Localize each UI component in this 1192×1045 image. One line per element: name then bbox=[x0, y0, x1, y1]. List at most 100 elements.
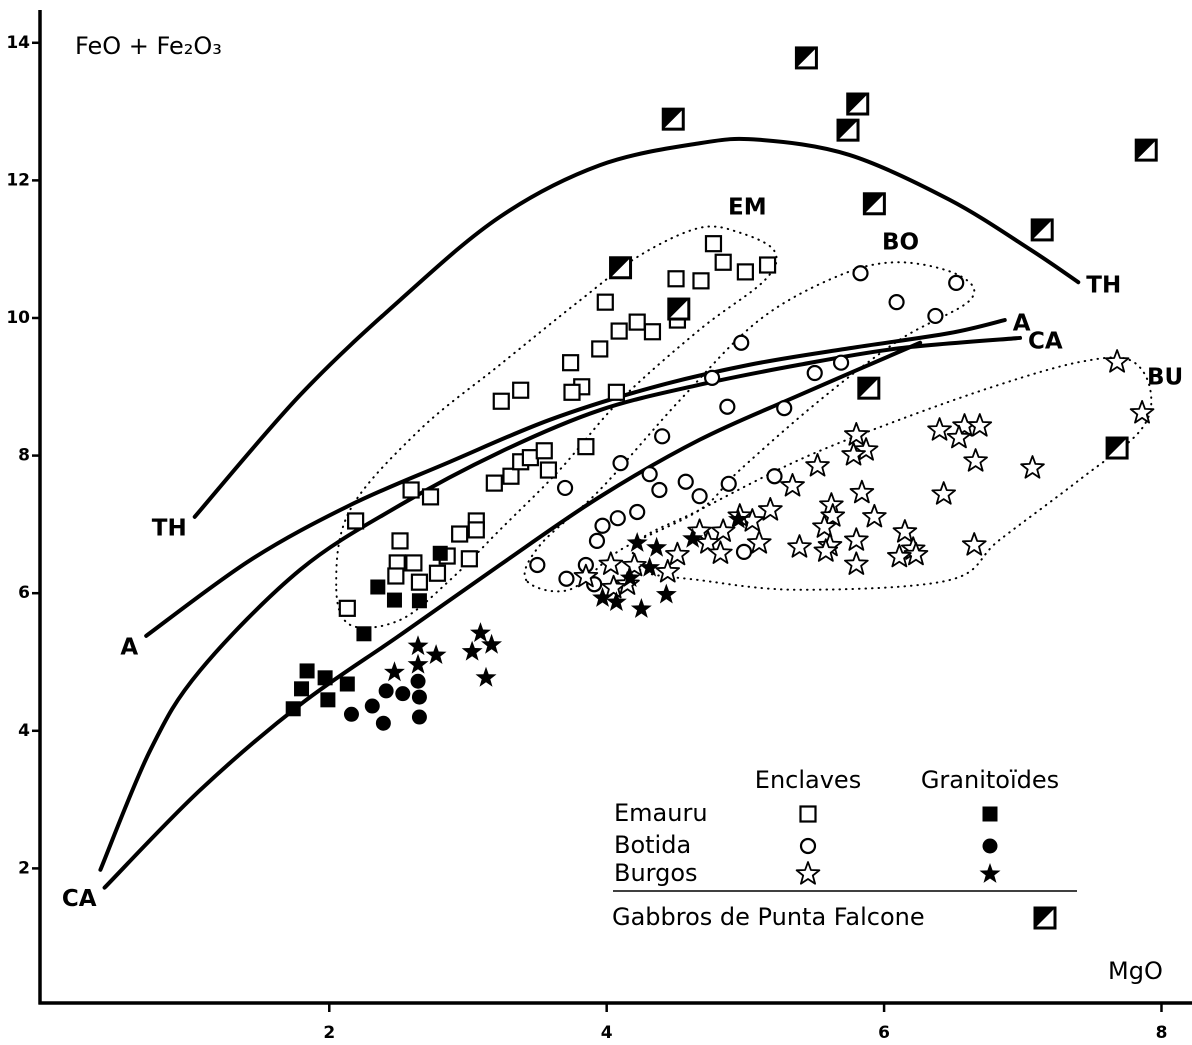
square bbox=[982, 806, 998, 822]
point bbox=[646, 536, 668, 557]
square bbox=[428, 564, 447, 582]
point bbox=[787, 534, 812, 558]
point bbox=[655, 559, 680, 583]
legend-marker bbox=[979, 863, 1001, 883]
square bbox=[285, 701, 301, 717]
point bbox=[862, 192, 886, 216]
point bbox=[692, 272, 710, 290]
x-tick-label: 4 bbox=[601, 1023, 613, 1043]
square bbox=[539, 461, 558, 479]
point bbox=[475, 666, 497, 687]
point bbox=[733, 334, 750, 351]
legend-label: Burgos bbox=[614, 859, 698, 887]
star bbox=[946, 424, 972, 449]
square-half bbox=[1107, 438, 1128, 459]
circle bbox=[375, 715, 391, 731]
square bbox=[704, 235, 723, 253]
point bbox=[612, 455, 629, 472]
legend-marker bbox=[982, 806, 998, 822]
point bbox=[888, 294, 905, 311]
x-tick-label: 8 bbox=[1156, 1023, 1168, 1043]
curve-label: CA bbox=[1028, 328, 1063, 354]
square bbox=[387, 567, 405, 585]
point bbox=[946, 424, 972, 449]
square bbox=[610, 322, 628, 340]
point bbox=[654, 428, 671, 445]
circle bbox=[378, 683, 394, 699]
star bbox=[655, 583, 677, 604]
square-half bbox=[663, 109, 684, 130]
square-half bbox=[610, 257, 631, 278]
point bbox=[728, 508, 749, 529]
point bbox=[665, 541, 690, 566]
square-half bbox=[1035, 908, 1055, 928]
star bbox=[805, 452, 830, 477]
legend-marker bbox=[799, 837, 817, 855]
curve-label: TH bbox=[152, 515, 187, 541]
square-half bbox=[1032, 219, 1053, 240]
point bbox=[1030, 218, 1054, 242]
curve bbox=[102, 340, 923, 890]
point bbox=[667, 270, 685, 288]
point bbox=[1134, 138, 1158, 162]
circle bbox=[529, 556, 546, 574]
point bbox=[846, 92, 870, 116]
point bbox=[425, 644, 447, 664]
square bbox=[410, 573, 429, 591]
point bbox=[605, 591, 627, 611]
circle bbox=[691, 488, 708, 505]
point bbox=[320, 692, 336, 708]
point bbox=[714, 253, 732, 271]
point bbox=[386, 592, 402, 608]
circle bbox=[641, 466, 658, 483]
point bbox=[521, 449, 539, 467]
point bbox=[661, 107, 685, 131]
point bbox=[641, 466, 658, 483]
point bbox=[317, 670, 333, 686]
legend-marker bbox=[982, 838, 998, 854]
circle bbox=[343, 706, 359, 722]
point bbox=[577, 438, 595, 456]
star bbox=[407, 653, 429, 674]
point bbox=[529, 556, 546, 574]
point bbox=[639, 556, 661, 577]
point bbox=[805, 452, 830, 477]
point bbox=[677, 473, 694, 490]
envelope-label: BO bbox=[882, 230, 919, 256]
star bbox=[813, 538, 839, 562]
square bbox=[628, 313, 646, 331]
star bbox=[862, 503, 887, 528]
point bbox=[682, 527, 704, 548]
star bbox=[639, 556, 661, 577]
star bbox=[1104, 349, 1130, 373]
point bbox=[592, 587, 613, 607]
point bbox=[967, 413, 993, 437]
point bbox=[512, 381, 530, 399]
point bbox=[862, 503, 887, 528]
curve-label: CA bbox=[62, 886, 97, 912]
star bbox=[573, 563, 599, 588]
star bbox=[425, 644, 447, 664]
point bbox=[364, 698, 380, 714]
square bbox=[562, 354, 580, 372]
star bbox=[619, 567, 641, 587]
star bbox=[630, 598, 652, 618]
point bbox=[411, 593, 427, 609]
point bbox=[391, 532, 409, 550]
point bbox=[410, 673, 426, 689]
point bbox=[395, 686, 411, 702]
square bbox=[736, 263, 754, 281]
circle bbox=[719, 398, 736, 415]
circle bbox=[927, 307, 944, 325]
point bbox=[813, 538, 839, 562]
square bbox=[512, 381, 530, 399]
star bbox=[780, 472, 805, 497]
circle bbox=[654, 428, 671, 445]
circle bbox=[588, 532, 606, 550]
y-tick-label: 2 bbox=[18, 858, 30, 878]
point bbox=[1105, 436, 1129, 460]
circle bbox=[735, 543, 753, 561]
y-tick-label: 4 bbox=[18, 721, 30, 741]
point bbox=[428, 564, 447, 582]
